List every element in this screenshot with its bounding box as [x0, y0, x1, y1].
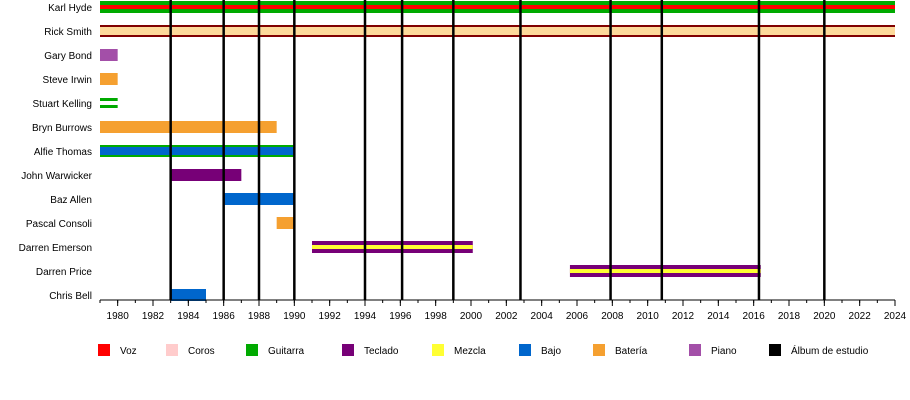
legend-swatch-piano	[689, 344, 701, 356]
x-tick-label: 2010	[637, 311, 660, 322]
x-tick-label: 1982	[142, 311, 165, 322]
x-tick-label: 2008	[601, 311, 624, 322]
x-tick-label: 1996	[389, 311, 412, 322]
bar-rick-smith-edge	[100, 25, 895, 27]
legend-swatch-guitarra	[246, 344, 258, 356]
x-tick-label: 2018	[778, 311, 801, 322]
bar-karl-hyde-core	[100, 5, 895, 9]
bar-darren-emerson-core	[312, 245, 473, 249]
legend-label-guitarra: Guitarra	[268, 346, 305, 357]
x-tick-label: 2004	[531, 311, 554, 322]
x-tick-label: 1988	[248, 311, 271, 322]
bar-gary-bond	[100, 49, 118, 61]
bar-rick-smith	[100, 25, 895, 37]
x-tick-label: 2020	[813, 311, 836, 322]
bar-alfie-thomas-core	[100, 147, 295, 155]
x-tick-label: 2002	[495, 311, 518, 322]
x-tick-label: 2024	[884, 311, 907, 322]
legend-label-bajo: Bajo	[541, 346, 561, 357]
legend-swatch-coros	[166, 344, 178, 356]
bar-pascal-consoli	[276, 217, 295, 229]
legend-swatch-bateria	[593, 344, 605, 356]
legend-label-teclado: Teclado	[364, 346, 399, 357]
bar-darren-price-core	[569, 269, 761, 273]
member-label-alfie-thomas: Alfie Thomas	[34, 147, 92, 158]
legend-label-coros: Coros	[188, 346, 215, 357]
x-tick-label: 1990	[283, 311, 306, 322]
legend-swatch-voz	[98, 344, 110, 356]
legend-swatch-mezcla	[432, 344, 444, 356]
bar-steve-irwin	[100, 73, 118, 85]
legend-label-album: Álbum de estudio	[791, 344, 869, 357]
legend-label-bateria: Batería	[615, 346, 648, 357]
member-label-karl-hyde: Karl Hyde	[48, 3, 92, 14]
x-tick-label: 1998	[425, 311, 448, 322]
member-label-baz-allen: Baz Allen	[50, 195, 92, 206]
x-tick-label: 1986	[213, 311, 236, 322]
x-tick-label: 2012	[672, 311, 695, 322]
x-tick-label: 2006	[566, 311, 589, 322]
legend-swatch-teclado	[342, 344, 354, 356]
bar-john-warwicker	[170, 169, 242, 181]
legend-swatch-album	[769, 344, 781, 356]
member-label-stuart-kelling: Stuart Kelling	[33, 99, 92, 110]
member-label-gary-bond: Gary Bond	[44, 51, 92, 62]
member-label-bryn-burrows: Bryn Burrows	[32, 123, 92, 134]
bar-bryn-burrows	[100, 121, 277, 133]
bar-rick-smith-edge	[100, 35, 895, 37]
x-tick-label: 1984	[177, 311, 200, 322]
legend-label-piano: Piano	[711, 346, 737, 357]
x-tick-label: 2016	[743, 311, 766, 322]
bar-stuart-kelling	[100, 98, 118, 101]
member-label-chris-bell: Chris Bell	[49, 291, 92, 302]
legend-label-voz: Voz	[120, 346, 137, 357]
member-label-john-warwicker: John Warwicker	[21, 171, 92, 182]
bar-stuart-kelling	[100, 105, 118, 108]
member-label-steve-irwin: Steve Irwin	[43, 75, 92, 86]
bar-chris-bell	[170, 289, 206, 301]
x-tick-label: 2022	[849, 311, 872, 322]
x-tick-label: 1980	[107, 311, 130, 322]
member-label-pascal-consoli: Pascal Consoli	[26, 219, 92, 230]
x-tick-label: 1992	[319, 311, 342, 322]
legend-swatch-bajo	[519, 344, 531, 356]
x-tick-label: 2014	[707, 311, 730, 322]
legend-label-mezcla: Mezcla	[454, 346, 486, 357]
member-label-rick-smith: Rick Smith	[44, 27, 92, 38]
member-label-darren-emerson: Darren Emerson	[19, 243, 92, 254]
x-tick-label: 1994	[354, 311, 377, 322]
x-tick-label: 2000	[460, 311, 483, 322]
member-label-darren-price: Darren Price	[36, 267, 93, 278]
